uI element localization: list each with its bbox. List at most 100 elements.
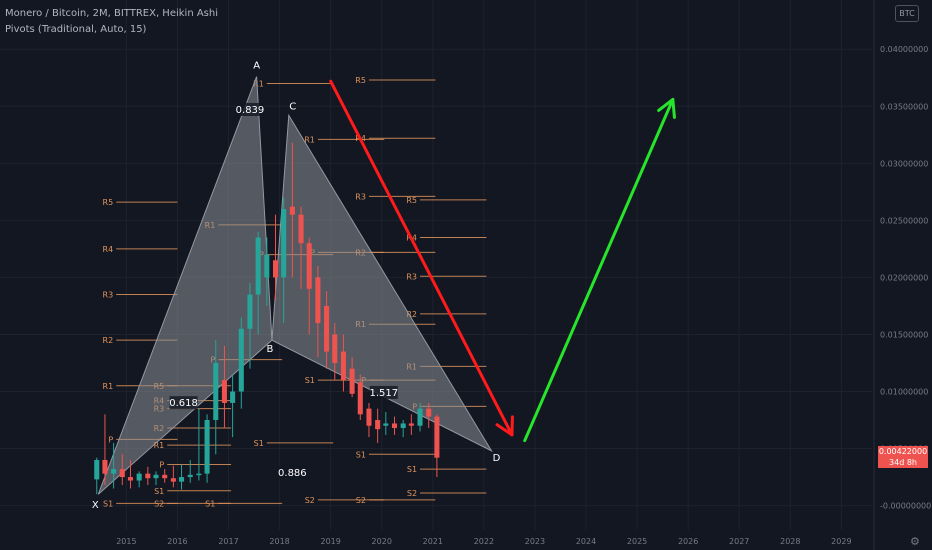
ratio-label-bg	[169, 396, 198, 410]
candle-body-up	[111, 469, 117, 474]
fib-ratio-label: 0.839	[236, 105, 265, 116]
ratio-label-bg	[369, 385, 398, 399]
price-tick-label: -0.00000000	[880, 502, 931, 511]
candle-body-down	[119, 469, 125, 478]
pattern-point-c: C	[289, 101, 296, 112]
candle-body-down	[375, 420, 381, 430]
pivot-label: S1	[254, 439, 264, 448]
fib-ratio-label: 0.886	[278, 468, 307, 479]
bar-countdown-tag: 34d 8h	[878, 457, 928, 468]
candle-body-down	[170, 478, 176, 482]
pivot-label: R1	[304, 135, 315, 144]
candle-body-down	[426, 408, 432, 417]
price-tick-label: 0.04000000	[880, 45, 928, 54]
time-tick-label: 2026	[678, 537, 698, 546]
candle-body-up	[187, 474, 193, 478]
candle-body-down	[408, 423, 414, 426]
candle-body-down	[162, 474, 168, 479]
time-tick-label: 2025	[627, 537, 647, 546]
candle-body-up	[417, 408, 423, 426]
time-tick-label: 2019	[320, 537, 340, 546]
price-axis[interactable]: 0.04000000 0.03500000 0.03000000 0.02500000…	[873, 0, 931, 550]
indicator-label[interactable]: Pivots (Traditional, Auto, 15)	[5, 24, 147, 35]
fib-ratio-label: 0.618	[169, 398, 198, 409]
pivot-label: R3	[406, 272, 417, 281]
pivot-label: S1	[154, 487, 164, 496]
candle-body-down	[434, 416, 440, 458]
pivot-label: R5	[355, 76, 366, 85]
heikin-ashi-candles[interactable]	[94, 142, 440, 495]
pivot-label: R1	[154, 441, 165, 450]
pivot-label: P	[108, 435, 113, 444]
time-tick-label: 2015	[116, 537, 136, 546]
candle-body-down	[102, 459, 108, 474]
forecast-arrow-down	[329, 79, 514, 437]
time-tick-label: 2021	[423, 537, 443, 546]
pivot-label: S2	[407, 489, 417, 498]
pattern-labels: X A B C D 0.839 0.618 1.517 0.886	[92, 61, 501, 512]
time-tick-label: 2028	[780, 537, 800, 546]
time-tick-label: 2020	[372, 537, 392, 546]
time-axis[interactable]: 2015 2016 2017 2018 2019 2020 2021 2022 2023 2024…	[116, 537, 851, 546]
pivot-label: S1	[407, 465, 417, 474]
pivot-label: R1	[253, 79, 264, 88]
pivot-label: R3	[355, 192, 366, 201]
price-tick-label: 0.03000000	[880, 159, 928, 168]
pivot-label: R3	[103, 291, 114, 300]
candle-body-down	[340, 351, 346, 381]
candle-body-up	[213, 362, 219, 421]
candle-body-up	[238, 328, 244, 392]
candle-body-down	[127, 477, 134, 481]
pivot-label: S1	[305, 376, 315, 385]
forecast-arrowhead-up	[657, 97, 676, 119]
time-tick-label: 2024	[576, 537, 596, 546]
candle-body-up	[264, 254, 270, 278]
time-tick-label: 2016	[167, 537, 187, 546]
currency-badge[interactable]: BTC	[895, 5, 919, 22]
pivot-label: P	[159, 461, 164, 470]
pivot-label: R5	[103, 198, 114, 207]
candle-body-down	[145, 473, 151, 479]
gear-icon[interactable]: ⚙	[910, 535, 920, 548]
forecast-arrows	[329, 79, 676, 443]
candle-body-up	[383, 423, 389, 426]
pivot-label: S2	[356, 496, 366, 505]
time-tick-label: 2017	[218, 537, 238, 546]
xab-triangle	[97, 76, 273, 495]
candle-body-up	[94, 459, 100, 480]
time-tick-label: 2029	[831, 537, 851, 546]
price-tick-label: 0.01500000	[880, 330, 928, 339]
candle-body-up	[204, 420, 210, 474]
time-tick-label: 2022	[474, 537, 494, 546]
candle-body-up	[230, 391, 236, 403]
forecast-arrowhead-down	[495, 415, 514, 437]
candle-body-down	[315, 277, 321, 324]
ratio-label-bg	[235, 102, 264, 116]
pivot-label: S2	[154, 499, 164, 508]
candle-body-up	[247, 294, 253, 329]
forecast-arrow-up	[523, 97, 675, 443]
pivot-label: R1	[103, 382, 114, 391]
candle-body-up	[179, 477, 185, 482]
candle-body-down	[272, 260, 279, 278]
pivot-label: S1	[103, 499, 113, 508]
candle-body-up	[281, 208, 287, 278]
fib-ratio-label: 1.517	[369, 388, 398, 399]
pattern-point-d: D	[493, 453, 501, 464]
candle-body-down	[366, 408, 372, 426]
candle-body-up	[400, 423, 406, 429]
candle-body-down	[349, 368, 355, 394]
pivot-label: R2	[406, 310, 417, 319]
time-tick-label: 2023	[525, 537, 545, 546]
pivot-label: S1	[356, 450, 366, 459]
pattern-point-b: B	[266, 344, 273, 355]
candle-body-down	[324, 305, 330, 352]
candle-body-down	[391, 423, 398, 429]
candle-body-up	[136, 473, 142, 481]
pattern-point-a: A	[253, 61, 260, 72]
candle-body-down	[221, 380, 227, 403]
time-tick-label: 2018	[269, 537, 289, 546]
pivot-label: R5	[406, 196, 417, 205]
price-tick-label: 0.02500000	[880, 216, 928, 225]
